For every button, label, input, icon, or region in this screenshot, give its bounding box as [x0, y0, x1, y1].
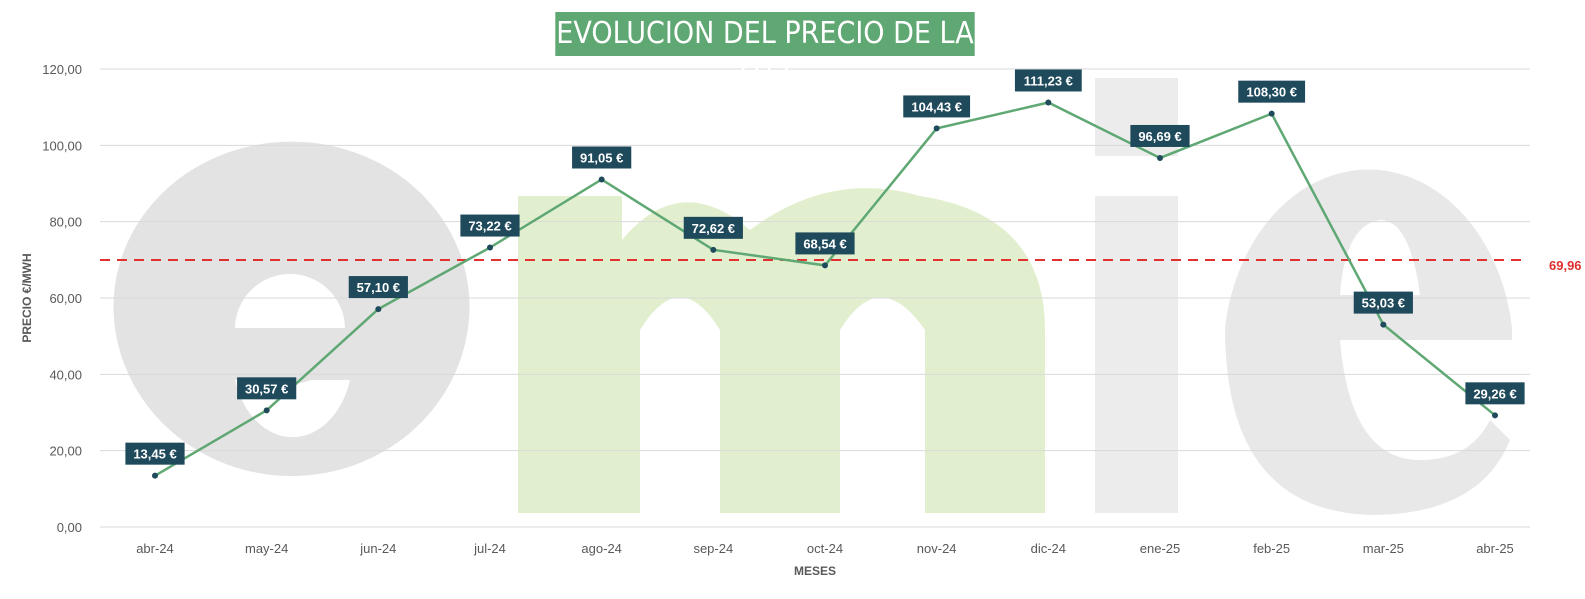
y-tick-label: 0,00 [57, 520, 82, 535]
y-tick-label: 60,00 [49, 291, 82, 306]
data-label: 108,30 € [1246, 85, 1297, 100]
data-label-box [683, 216, 743, 239]
data-label: 30,57 € [245, 381, 288, 396]
data-point [710, 246, 717, 253]
x-tick-label: oct-24 [807, 541, 843, 556]
data-label: 29,26 € [1473, 386, 1516, 401]
data-label-box [1353, 291, 1413, 314]
y-tick-label: 120,00 [42, 62, 82, 77]
data-label: 104,43 € [911, 99, 962, 114]
data-label-box [903, 95, 971, 118]
x-tick-label: sep-24 [693, 541, 733, 556]
data-point [1268, 110, 1275, 117]
data-point [822, 262, 828, 269]
watermark-i [1095, 196, 1178, 513]
data-label-box [348, 276, 408, 299]
x-tick-label: may-24 [245, 541, 288, 556]
y-tick-label: 20,00 [49, 444, 82, 459]
watermark-m [518, 188, 1045, 513]
chart-title: EVOLUCION DEL PRECIO DE LA LUZ [555, 12, 975, 95]
y-tick-label: 100,00 [42, 138, 82, 153]
y-tick-label: 80,00 [49, 215, 82, 230]
data-point [933, 125, 940, 132]
x-tick-label: abr-24 [136, 541, 174, 556]
data-point [1492, 412, 1498, 419]
data-point [263, 407, 270, 414]
x-tick-label: mar-25 [1363, 541, 1404, 556]
x-tick-label: jul-24 [473, 541, 506, 556]
data-point [152, 472, 158, 479]
data-point [598, 176, 605, 183]
data-label-box [572, 146, 632, 169]
x-tick-label: ene-25 [1140, 541, 1180, 556]
watermark-o [113, 141, 470, 384]
data-label: 72,62 € [692, 221, 735, 236]
average-label: 69,96 [1549, 258, 1582, 273]
data-point [1157, 154, 1163, 161]
data-label: 96,69 € [1138, 129, 1181, 144]
x-tick-label: nov-24 [917, 541, 957, 556]
data-label: 111,23 € [1024, 73, 1073, 88]
x-tick-label: jun-24 [359, 541, 396, 556]
data-point [1045, 99, 1052, 106]
y-axis-title: PRECIO €/MWH [20, 253, 34, 342]
data-label: 68,54 € [803, 236, 846, 251]
data-label-box [1130, 124, 1190, 147]
data-label-box [125, 442, 185, 465]
data-point [1380, 321, 1387, 328]
watermark-o-lower [115, 328, 468, 476]
x-axis-title: MESES [794, 564, 836, 578]
data-label: 91,05 € [580, 150, 623, 165]
data-label-box [460, 214, 520, 237]
data-label-box [795, 232, 855, 255]
x-tick-label: ago-24 [581, 541, 621, 556]
data-label: 53,03 € [1362, 296, 1405, 311]
data-point [487, 244, 493, 251]
data-label-box [1465, 382, 1525, 405]
watermark-e [1225, 169, 1512, 515]
data-point [375, 306, 382, 313]
data-label-box [1238, 80, 1306, 103]
x-tick-label: abr-25 [1476, 541, 1514, 556]
data-label: 57,10 € [357, 280, 400, 295]
data-label: 13,45 € [133, 447, 176, 462]
data-label-box [237, 377, 297, 400]
data-label-box [1014, 69, 1082, 92]
data-label: 73,22 € [468, 219, 511, 234]
y-tick-label: 40,00 [49, 367, 82, 382]
x-tick-label: feb-25 [1253, 541, 1290, 556]
x-tick-label: dic-24 [1031, 541, 1066, 556]
